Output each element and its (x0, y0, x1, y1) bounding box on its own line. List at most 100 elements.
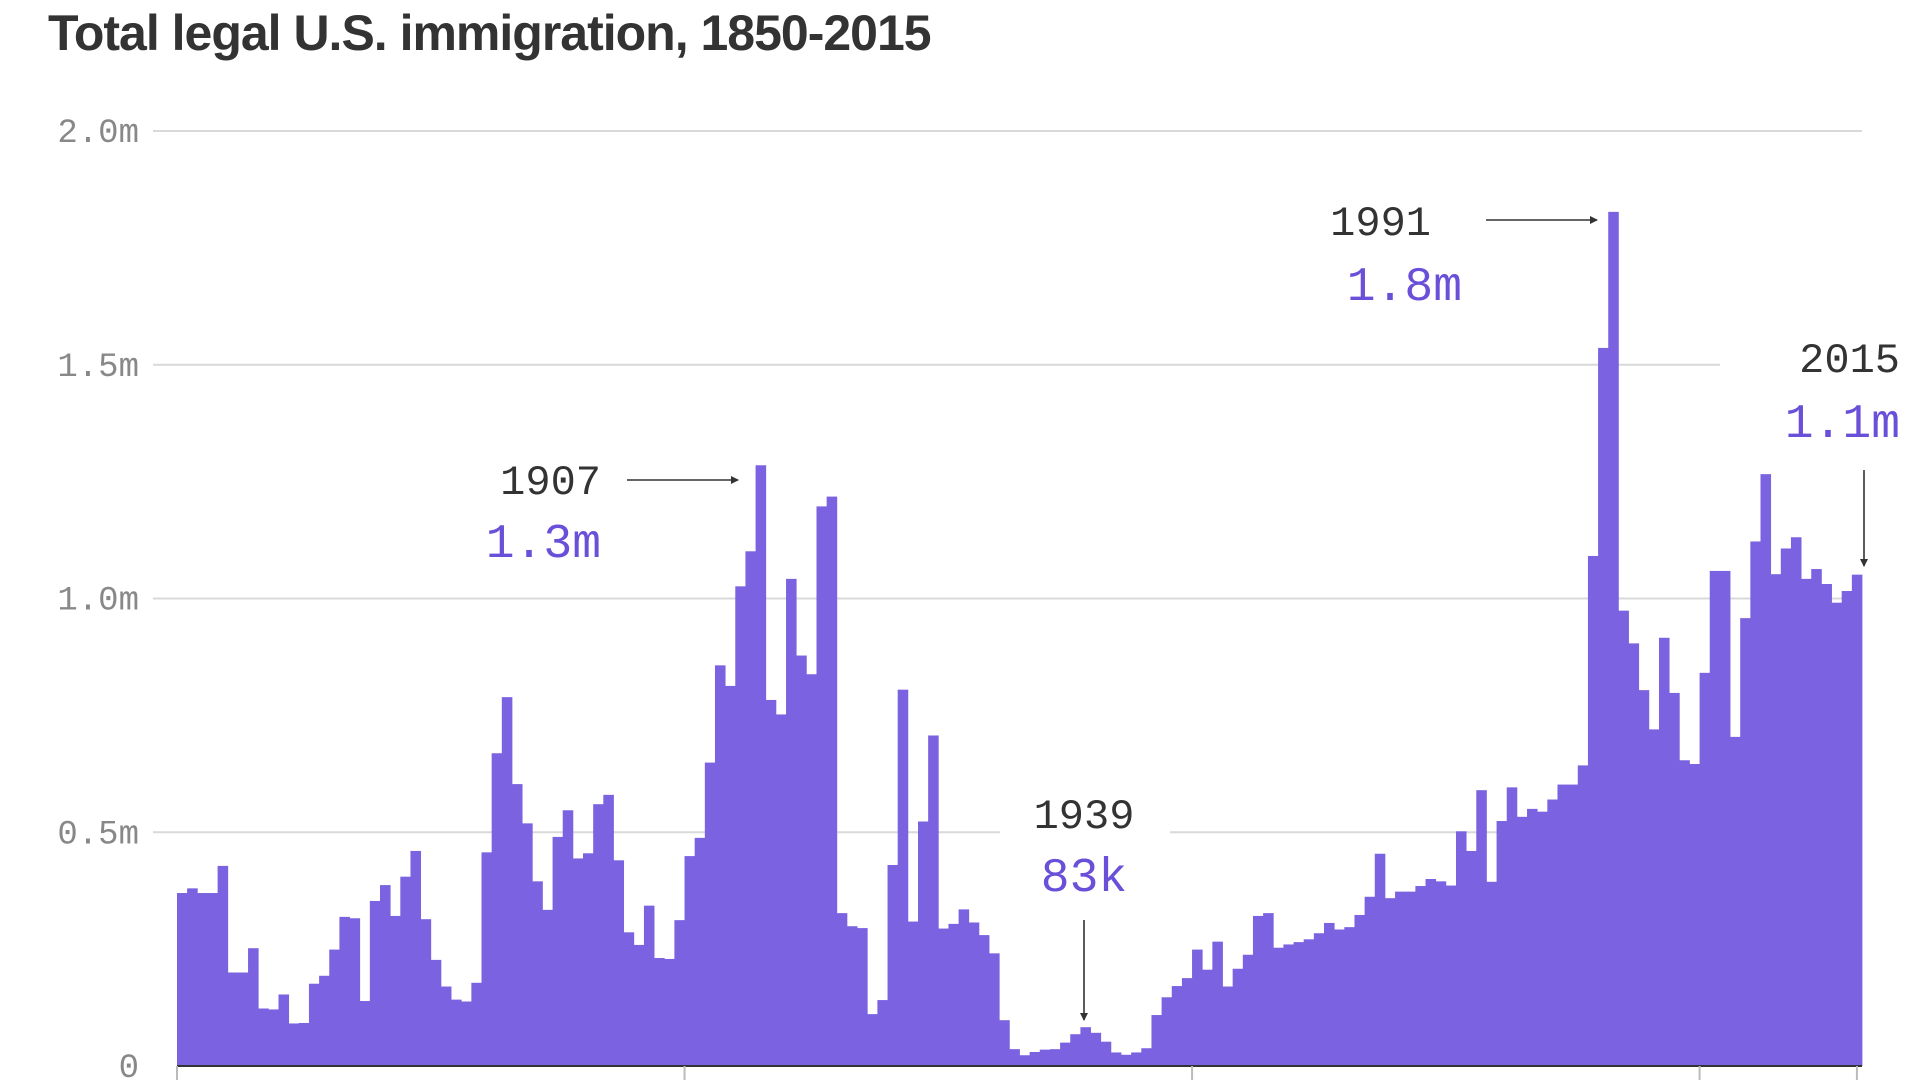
label-background (1000, 795, 1170, 840)
bar (1537, 811, 1548, 1066)
bar (1171, 986, 1183, 1066)
bar (1598, 347, 1609, 1066)
bar (400, 876, 411, 1066)
bar (816, 506, 828, 1067)
bar (684, 856, 696, 1066)
bar (1435, 881, 1447, 1066)
bar (420, 919, 432, 1066)
bar (1283, 944, 1294, 1066)
bar (633, 944, 645, 1066)
bar (1648, 729, 1660, 1066)
bar (857, 928, 868, 1066)
bar (237, 972, 249, 1066)
bar (1060, 1042, 1071, 1066)
bar (1679, 760, 1690, 1066)
bar (481, 852, 493, 1066)
bar (329, 949, 340, 1066)
bar (1628, 643, 1640, 1066)
bar (1252, 915, 1264, 1066)
bar (704, 762, 716, 1066)
y-tick-label: 0 (119, 1050, 139, 1080)
bar (928, 735, 939, 1066)
bar (1090, 1032, 1102, 1066)
bar (938, 928, 949, 1066)
bar (258, 1008, 269, 1066)
bar (1638, 690, 1650, 1066)
bar (1151, 1015, 1163, 1066)
bar (1192, 949, 1203, 1066)
bar (664, 958, 675, 1066)
bar (278, 994, 290, 1066)
bar (268, 1009, 279, 1066)
bar (1618, 610, 1629, 1066)
bar (1658, 637, 1670, 1066)
bar (390, 915, 401, 1066)
bar (1506, 787, 1518, 1066)
bar (1374, 853, 1386, 1066)
bar (1324, 922, 1335, 1066)
bar (177, 893, 188, 1066)
annotation-year-1991: 1991 (1330, 200, 1431, 248)
bar (227, 972, 239, 1066)
bar (1222, 986, 1234, 1066)
bar (948, 923, 959, 1066)
bar (583, 853, 594, 1066)
bar (572, 858, 584, 1066)
y-tick-label: 1.5m (57, 349, 139, 387)
y-tick-label: 2.0m (57, 115, 139, 153)
bar (380, 885, 391, 1066)
bar (1811, 569, 1822, 1066)
bar (725, 685, 736, 1066)
bar (532, 881, 543, 1066)
bar (491, 753, 503, 1066)
bar (552, 836, 564, 1066)
bar (1273, 947, 1284, 1066)
bar (1750, 541, 1761, 1066)
bar (1851, 574, 1863, 1066)
bar (1384, 898, 1396, 1066)
bar (288, 1023, 300, 1066)
bar (1719, 570, 1731, 1066)
bar (187, 888, 198, 1066)
bar (735, 586, 746, 1066)
bar (1709, 570, 1721, 1066)
bar (308, 983, 320, 1066)
bar (1841, 591, 1853, 1066)
bar (1131, 1052, 1142, 1066)
bar (410, 850, 422, 1066)
bar (907, 921, 919, 1066)
annotation-value-2015: 1.1m (1785, 398, 1900, 452)
bar (593, 804, 604, 1066)
bar (887, 864, 899, 1066)
bar (714, 665, 726, 1066)
bar (501, 697, 513, 1066)
bar (1181, 978, 1193, 1066)
y-tick-label: 0.5m (57, 816, 139, 854)
chart-title: Total legal U.S. immigration, 1850-2015 (48, 5, 932, 61)
bar (1730, 736, 1741, 1066)
y-tick-label: 1.0m (57, 583, 139, 621)
bar (1801, 578, 1812, 1066)
bar (603, 794, 614, 1066)
bar (471, 982, 482, 1066)
bar (1141, 1048, 1152, 1066)
bar (1486, 881, 1497, 1066)
bar (1263, 913, 1274, 1066)
bar (674, 920, 685, 1066)
bar (1445, 885, 1457, 1066)
bar (1780, 548, 1792, 1066)
bar (1110, 1052, 1122, 1066)
bar (643, 905, 655, 1066)
bar (542, 909, 553, 1066)
annotation-year-1907: 1907 (500, 459, 601, 507)
annotation-value-1991: 1.8m (1347, 261, 1462, 315)
bar (1476, 790, 1487, 1066)
bar (867, 1014, 878, 1066)
bar (562, 810, 574, 1066)
bar (1608, 211, 1619, 1066)
bar (1232, 968, 1244, 1066)
bar (755, 465, 767, 1066)
bar (877, 1000, 888, 1066)
bar (613, 860, 625, 1066)
bar (968, 922, 980, 1066)
